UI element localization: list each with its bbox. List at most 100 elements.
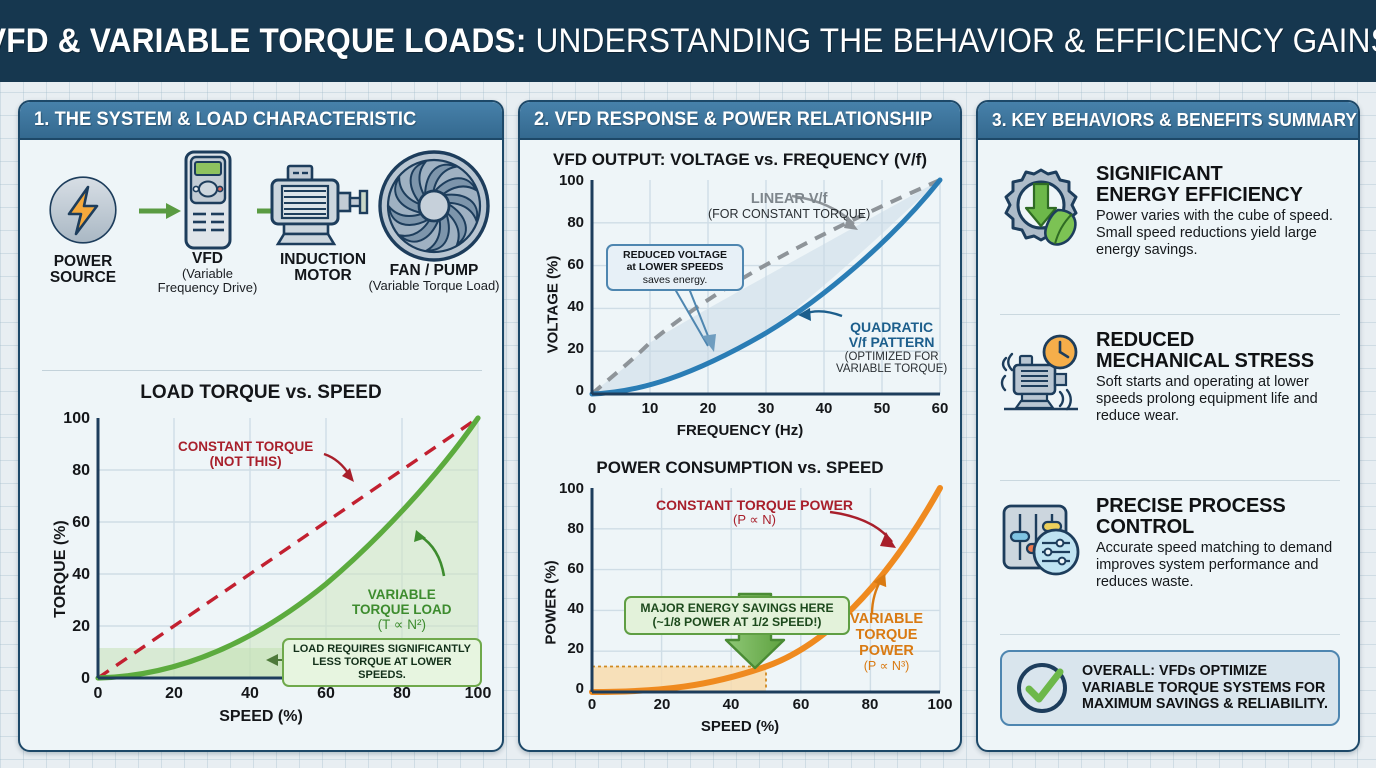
chart1-ytick-60: 60 <box>72 514 90 531</box>
chart2-ann2-line4: VARIABLE TORQUE) <box>836 363 948 376</box>
chart2-ann2-line1: QUADRATIC <box>850 319 934 335</box>
chart3-variable-torque-power-line <box>589 485 943 695</box>
chart1-xtick-100: 100 <box>464 685 492 702</box>
page-title: VFD & VARIABLE TORQUE LOADS: UNDERSTANDI… <box>0 22 1376 61</box>
chart3-title: POWER CONSUMPTION vs. SPEED <box>596 458 884 477</box>
flow-label-motor-2: MOTOR <box>294 266 352 284</box>
flow-arrow-1-icon <box>139 203 181 219</box>
chart2-ytick-80: 80 <box>567 214 584 231</box>
benefit-3-title-line1: PRECISE PROCESS <box>1096 495 1286 517</box>
page-title-light: UNDERSTANDING THE BEHAVIOR & EFFICIENCY … <box>526 21 1376 60</box>
benefit-process-control: PRECISE PROCESS CONTROL Accurate speed m… <box>998 496 1342 592</box>
benefit-3-icon-wrap <box>998 496 1084 592</box>
chart2-xtick-20: 20 <box>699 400 717 417</box>
chart2-ytick-40: 40 <box>567 298 584 315</box>
overall-line3: MAXIMUM SAVINGS & RELIABILITY. <box>1082 696 1328 713</box>
chart3-ytick-40: 40 <box>567 600 584 617</box>
flow-item-vfd: VFD (Variable Frequency Drive) <box>150 148 265 294</box>
chart1-xtick-60: 60 <box>317 685 335 702</box>
benefit-3-title-line2: CONTROL <box>1096 515 1195 538</box>
chart3-plot <box>589 485 943 695</box>
chart3-ann1-line1: CONSTANT TORQUE POWER <box>656 497 854 513</box>
chart2-ann2-line2: V/f PATTERN <box>848 334 935 351</box>
overall-summary-box: OVERALL: VFDs OPTIMIZE VARIABLE TORQUE S… <box>1000 650 1340 726</box>
chart3-major-savings-callout: MAJOR ENERGY SAVINGS HERE (~1/8 POWER AT… <box>624 596 850 635</box>
fan-pump-icon <box>378 150 490 262</box>
panel3-header-label: 3. KEY BEHAVIORS & BENEFITS SUMMARY <box>992 109 1358 130</box>
page-title-bar: VFD & VARIABLE TORQUE LOADS: UNDERSTANDI… <box>0 0 1376 82</box>
chart1-variable-torque-annotation: VARIABLE TORQUE LOAD (T ∝ N²) <box>352 587 452 633</box>
benefit-1-title-line2: ENERGY EFFICIENCY <box>1096 183 1303 206</box>
panel-key-behaviors-benefits: 3. KEY BEHAVIORS & BENEFITS SUMMARY SIGN… <box>976 100 1360 752</box>
flow-item-fan-pump: FAN / PUMP (Variable Torque Load) <box>364 148 502 293</box>
chart3-ytick-20: 20 <box>567 640 584 657</box>
flow-sub-vfd: (Variable Frequency Drive) <box>157 265 258 295</box>
chart3-xlabel: SPEED (%) <box>700 718 780 735</box>
panel2-header-label: 2. VFD RESPONSE & POWER RELATIONSHIP <box>534 109 933 130</box>
chart2-ytick-20: 20 <box>567 340 584 357</box>
benefit-energy-efficiency: SIGNIFICANT ENERGY EFFICIENCY Power vari… <box>998 164 1342 260</box>
chart2-quadratic-vf-line <box>589 177 943 397</box>
chart1-xtick-0: 0 <box>93 685 103 702</box>
chart-vfd-output-voltage-frequency: VFD OUTPUT: VOLTAGE vs. FREQUENCY (V/f) … <box>520 144 960 456</box>
panel3-divider-1 <box>1000 314 1340 315</box>
chart2-ann1-line1: LINEAR V/f <box>750 191 828 207</box>
chart1-plot <box>95 415 481 681</box>
chart3-xtick-60: 60 <box>792 696 810 713</box>
chart2-xtick-10: 10 <box>641 400 659 417</box>
benefit-1-text: SIGNIFICANT ENERGY EFFICIENCY Power vari… <box>1096 164 1340 260</box>
benefit-2-title-line2: MECHANICAL STRESS <box>1096 349 1314 372</box>
chart-load-torque-vs-speed: LOAD TORQUE vs. SPEED TORQUE (%) 100 80 … <box>20 380 502 750</box>
chart3-xtick-80: 80 <box>861 696 879 713</box>
chart2-ytick-100: 100 <box>558 172 584 189</box>
power-bolt-icon <box>49 176 117 244</box>
chart3-ann2-line4: (P ∝ N³) <box>863 658 910 673</box>
flow-label-power-1: POWER <box>53 253 113 270</box>
chart1-ytick-40: 40 <box>72 566 90 583</box>
chart2-callout-line1: REDUCED VOLTAGE <box>622 249 728 261</box>
chart1-xtick-80: 80 <box>393 685 411 702</box>
flow-label-power-2: SOURCE <box>49 268 117 286</box>
chart1-ann2-line1: VARIABLE <box>367 587 436 602</box>
flow-label-fan-1: FAN / PUMP <box>389 262 479 279</box>
chart1-callout-line1: LOAD REQUIRES SIGNIFICANTLY <box>292 643 472 655</box>
chart2-ytick-0: 0 <box>575 382 584 399</box>
panel1-header: 1. THE SYSTEM & LOAD CHARACTERISTIC <box>20 102 502 140</box>
flow-label-motor-1: INDUCTION <box>279 251 367 268</box>
chart1-ytick-0: 0 <box>81 670 90 687</box>
overall-line2: VARIABLE TORQUE SYSTEMS FOR <box>1082 679 1326 696</box>
chart1-low-speed-callout: LOAD REQUIRES SIGNIFICANTLY LESS TORQUE … <box>282 638 482 687</box>
chart2-xtick-40: 40 <box>815 400 833 417</box>
chart3-ann2-line1: VARIABLE <box>850 611 924 627</box>
chart1-ann1-line2: (NOT THIS) <box>209 453 282 469</box>
chart2-callout-line2: at LOWER SPEEDS <box>626 261 724 274</box>
overall-line1: OVERALL: VFDs OPTIMIZE <box>1082 662 1268 679</box>
benefit-2-title-line1: REDUCED <box>1096 329 1195 351</box>
panel1-divider <box>42 370 482 371</box>
chart3-ann2-line3: POWER <box>859 642 914 659</box>
chart3-variable-power-annotation: VARIABLE TORQUE POWER (P ∝ N³) <box>850 611 924 674</box>
chart2-ann2-line3: (OPTIMIZED FOR <box>844 350 939 363</box>
chart3-xtick-20: 20 <box>653 696 671 713</box>
chart2-linear-annotation: LINEAR V/f (FOR CONSTANT TORQUE) <box>708 191 870 222</box>
chart3-ytick-80: 80 <box>567 520 584 537</box>
panel-vfd-response-power: 2. VFD RESPONSE & POWER RELATIONSHIP VFD… <box>518 100 962 752</box>
benefit-1-icon-wrap <box>998 164 1084 260</box>
benefit-1-body: Power varies with the cube of speed. Sma… <box>1096 208 1333 259</box>
panel3-header: 3. KEY BEHAVIORS & BENEFITS SUMMARY <box>978 102 1358 140</box>
sliders-control-icon <box>1002 504 1080 576</box>
benefit-mechanical-stress: REDUCED MECHANICAL STRESS Soft starts an… <box>998 330 1342 426</box>
chart2-xtick-50: 50 <box>873 400 891 417</box>
chart3-callout-line2: (~1/8 POWER AT 1/2 SPEED!) <box>652 615 822 630</box>
vfd-drive-icon <box>184 150 232 250</box>
induction-motor-icon <box>270 164 369 246</box>
chart1-ann1-line1: CONSTANT TORQUE <box>178 439 314 454</box>
overall-summary-text: OVERALL: VFDs OPTIMIZE VARIABLE TORQUE S… <box>1082 663 1328 713</box>
benefit-2-body: Soft starts and operating at lower speed… <box>1096 374 1318 425</box>
flow-item-induction-motor: INDUCTION MOTOR <box>264 162 382 284</box>
chart2-area-fill <box>592 180 940 394</box>
benefit-2-icon-wrap <box>998 330 1084 426</box>
chart3-ytick-60: 60 <box>567 560 584 577</box>
chart1-ytick-80: 80 <box>72 462 90 479</box>
chart1-title: LOAD TORQUE vs. SPEED <box>140 382 382 403</box>
